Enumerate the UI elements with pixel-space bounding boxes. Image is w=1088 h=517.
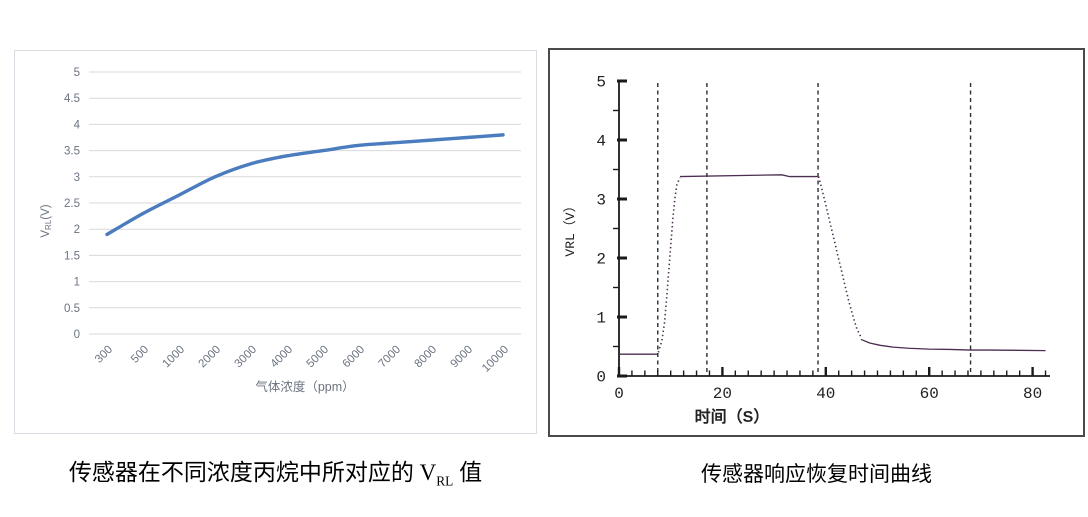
response-chart-figure: 1 2 3 4 5 0 0 20 40 60 80 VRL（V） 时间（S） bbox=[548, 48, 1085, 437]
y-axis-title: VRL(V) bbox=[40, 204, 53, 237]
y-tick-label: 4 bbox=[74, 119, 81, 131]
y-tick-label: 4.5 bbox=[64, 93, 80, 105]
x-tick-label: 9000 bbox=[449, 344, 476, 371]
x-axis-title: 气体浓度（ppm） bbox=[255, 379, 354, 394]
dashed-marker-lines bbox=[657, 83, 972, 376]
left-chart-caption: 传感器在不同浓度丙烷中所对应的 VRL 值 bbox=[14, 453, 537, 490]
x-tick-label: 0 bbox=[614, 385, 624, 403]
x-tick-label: 40 bbox=[816, 385, 835, 403]
y-axis-tick-labels: 0 0.5 1 1.5 2 2.5 3 3.5 4 4.5 5 bbox=[64, 67, 81, 341]
x-tick-label: 5000 bbox=[305, 344, 332, 371]
x-tick-label: 500 bbox=[129, 344, 151, 366]
y-tick-label: 5 bbox=[74, 67, 80, 79]
x-tick-label: 20 bbox=[713, 385, 732, 403]
gridlines bbox=[89, 71, 521, 335]
x-tick-label: 300 bbox=[93, 344, 115, 366]
y-tick-label: 3.5 bbox=[64, 146, 80, 158]
response-recovery-chart: 1 2 3 4 5 00 20 40 60 80 VRL（V） 时间（S） bbox=[563, 74, 1050, 426]
y-tick-label: 1 bbox=[74, 277, 80, 289]
y-tick-label: 5 bbox=[596, 74, 606, 92]
vrl-subscript: RL bbox=[436, 473, 454, 489]
x-axis-tick-labels: 0 20 40 60 80 bbox=[614, 385, 1042, 403]
x-tick-label: 8000 bbox=[413, 344, 440, 371]
y-tick-label: 2 bbox=[596, 251, 606, 269]
x-tick-label: 6000 bbox=[341, 344, 368, 371]
x-tick-label: 3000 bbox=[233, 344, 260, 371]
y-axis-title: VRL（V） bbox=[563, 199, 578, 256]
vrl-response-curve bbox=[619, 174, 1046, 355]
axes bbox=[618, 81, 1050, 377]
y-axis-tick-labels: 1 2 3 4 5 0 bbox=[596, 74, 606, 387]
y-tick-label: 1 bbox=[596, 310, 606, 328]
y-tick-label: 2 bbox=[74, 224, 80, 236]
x-axis-title: 时间（S） bbox=[695, 407, 770, 426]
x-tick-label: 7000 bbox=[377, 344, 404, 371]
x-tick-label: 60 bbox=[920, 385, 939, 403]
x-tick-label: 10000 bbox=[480, 344, 511, 375]
x-axis-tick-labels: 300 500 1000 2000 3000 4000 5000 6000 7000 8000 90… bbox=[93, 344, 511, 375]
y-tick-label: 3 bbox=[596, 192, 606, 210]
left-caption-suffix: 值 bbox=[453, 460, 483, 485]
y-tick-label: 0.5 bbox=[64, 303, 80, 315]
vrl-concentration-curve bbox=[105, 133, 505, 237]
curve-segment-solid bbox=[860, 338, 1046, 352]
x-tick-label: 4000 bbox=[269, 344, 296, 371]
tick-marks bbox=[613, 79, 1047, 378]
concentration-chart-figure: 0 0.5 1 1.5 2 2.5 3 3.5 4 4.5 5 300 500 1000 2000 3000 4… bbox=[14, 50, 537, 434]
x-tick-label: 80 bbox=[1023, 385, 1042, 403]
y-tick-label: 4 bbox=[596, 133, 606, 151]
y-tick-label: 0 bbox=[596, 369, 606, 387]
right-chart-caption: 传感器响应恢复时间曲线 bbox=[701, 462, 932, 486]
curve-segment-dotted bbox=[817, 176, 862, 338]
x-tick-label: 2000 bbox=[197, 344, 224, 371]
left-caption-text: 传感器在不同浓度丙烷中所对应的 V bbox=[68, 460, 437, 485]
curve-segment-solid bbox=[679, 174, 819, 178]
x-tick-label: 1000 bbox=[161, 344, 188, 371]
concentration-line-chart: 0 0.5 1 1.5 2 2.5 3 3.5 4 4.5 5 300 500 1000 2000 3000 4… bbox=[40, 67, 521, 394]
y-tick-label: 2.5 bbox=[64, 198, 80, 210]
y-tick-label: 3 bbox=[74, 172, 80, 184]
curve-segment-dotted bbox=[657, 177, 681, 353]
y-tick-label: 0 bbox=[74, 329, 80, 341]
y-tick-label: 1.5 bbox=[64, 250, 80, 262]
